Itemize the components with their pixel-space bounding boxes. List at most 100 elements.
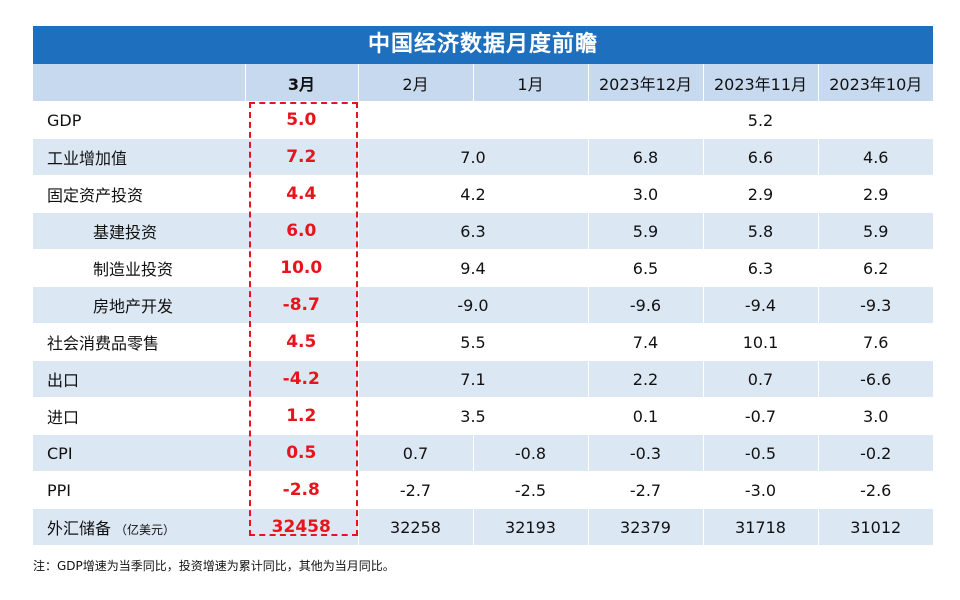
- row-label-text: 制造业投资: [93, 260, 174, 279]
- value-cell: 5.9: [587, 212, 703, 250]
- value-cell: 3.5: [357, 397, 588, 435]
- value-cell: 2.2: [587, 360, 703, 398]
- table-row: 社会消费品零售 4.5 5.5 7.4 10.1 7.6: [33, 323, 933, 361]
- value-cell: 6.2: [817, 249, 933, 287]
- current-month-value: 5.0: [245, 101, 358, 139]
- value-cell: 32379: [587, 508, 703, 545]
- row-label: 出口: [33, 360, 245, 398]
- row-unit: （亿美元）: [115, 523, 176, 537]
- row-label-text: 社会消费品零售: [47, 334, 160, 353]
- header-cell-current-month: 3月: [244, 64, 358, 102]
- value-cell: 7.1: [357, 360, 588, 398]
- current-month-value: -8.7: [245, 286, 358, 324]
- current-month-value: 6.0: [245, 212, 358, 250]
- row-label-text: GDP: [47, 110, 82, 130]
- value-cell: -2.7: [587, 471, 703, 509]
- header-cell-label: [33, 64, 245, 102]
- value-cell: -9.3: [817, 286, 933, 324]
- value-cell: -2.7: [357, 471, 473, 509]
- row-label-text: 房地产开发: [93, 297, 174, 316]
- row-label-text: CPI: [47, 443, 73, 463]
- row-label: 进口: [33, 397, 245, 435]
- value-cell: 32258: [357, 508, 473, 545]
- current-month-value: -4.2: [245, 360, 358, 398]
- row-label: 制造业投资: [33, 249, 245, 287]
- value-cell: 5.8: [702, 212, 818, 250]
- row-label: CPI: [33, 434, 245, 472]
- header-cell-month: 2023年10月: [817, 64, 933, 102]
- row-label-text: 固定资产投资: [47, 186, 144, 205]
- value-cell: -2.6: [817, 471, 933, 509]
- value-cell: -9.0: [357, 286, 588, 324]
- row-label: GDP: [33, 101, 245, 139]
- row-label: 社会消费品零售: [33, 323, 245, 361]
- value-cell: 3.0: [817, 397, 933, 435]
- value-cell: 7.0: [357, 138, 588, 176]
- value-cell: [817, 101, 933, 139]
- header-cell-month: 2023年12月: [587, 64, 703, 102]
- current-month-value: 4.5: [245, 323, 358, 361]
- table-row: 房地产开发 -8.7 -9.0 -9.6 -9.4 -9.3: [33, 286, 933, 324]
- value-cell: 9.4: [357, 249, 588, 287]
- row-label: 工业增加值: [33, 138, 245, 176]
- table-row: 外汇储备 （亿美元） 32458 32258 32193 32379 31718 31012: [33, 508, 933, 545]
- value-cell: 31012: [817, 508, 933, 545]
- table-row: 工业增加值 7.2 7.0 6.8 6.6 4.6: [33, 138, 933, 176]
- value-cell: 2.9: [817, 175, 933, 213]
- value-cell: -0.2: [817, 434, 933, 472]
- value-cell: 6.8: [587, 138, 703, 176]
- current-month-value: 4.4: [245, 175, 358, 213]
- value-cell: 0.7: [702, 360, 818, 398]
- table-row: 固定资产投资 4.4 4.2 3.0 2.9 2.9: [33, 175, 933, 213]
- row-label: 房地产开发: [33, 286, 245, 324]
- row-label: 基建投资: [33, 212, 245, 250]
- value-cell: 6.6: [702, 138, 818, 176]
- value-cell: 5.2: [702, 101, 818, 139]
- row-label-text: PPI: [47, 480, 72, 500]
- row-label: PPI: [33, 471, 245, 509]
- value-cell: -0.7: [702, 397, 818, 435]
- value-cell: 0.1: [587, 397, 703, 435]
- table-row: 出口 -4.2 7.1 2.2 0.7 -6.6: [33, 360, 933, 398]
- header-cell-month: 2月: [357, 64, 473, 102]
- table-title: 中国经济数据月度前瞻: [33, 26, 933, 64]
- value-cell: 10.1: [702, 323, 818, 361]
- current-month-value: -2.8: [245, 471, 358, 509]
- value-cell: 7.4: [587, 323, 703, 361]
- data-table-panel: 中国经济数据月度前瞻 3月 2月 1月 2023年12月 2023年11月 20…: [33, 26, 933, 545]
- value-cell: -3.0: [702, 471, 818, 509]
- value-cell: -0.3: [587, 434, 703, 472]
- current-month-value: 1.2: [245, 397, 358, 435]
- value-cell: 6.5: [587, 249, 703, 287]
- value-cell: 6.3: [702, 249, 818, 287]
- value-cell: -0.5: [702, 434, 818, 472]
- value-cell: -6.6: [817, 360, 933, 398]
- table-row: PPI -2.8 -2.7 -2.5 -2.7 -3.0 -2.6: [33, 471, 933, 509]
- value-cell: 5.5: [357, 323, 588, 361]
- value-cell: -2.5: [472, 471, 588, 509]
- row-label-text: 基建投资: [93, 223, 158, 242]
- row-label: 外汇储备 （亿美元）: [33, 508, 245, 545]
- row-label-text: 进口: [47, 408, 80, 427]
- table-row: CPI 0.5 0.7 -0.8 -0.3 -0.5 -0.2: [33, 434, 933, 472]
- table-row: 基建投资 6.0 6.3 5.9 5.8 5.9: [33, 212, 933, 250]
- table-row: 进口 1.2 3.5 0.1 -0.7 3.0: [33, 397, 933, 435]
- header-cell-month: 2023年11月: [702, 64, 818, 102]
- current-month-value: 7.2: [245, 138, 358, 176]
- header-cell-month: 1月: [472, 64, 588, 102]
- value-cell: -0.8: [472, 434, 588, 472]
- value-cell: -9.6: [587, 286, 703, 324]
- value-cell: 4.6: [817, 138, 933, 176]
- footnote: 注：GDP增速为当季同比，投资增速为累计同比，其他为当月同比。: [33, 559, 395, 573]
- row-label-text: 工业增加值: [47, 149, 128, 168]
- value-cell: 7.6: [817, 323, 933, 361]
- value-cell: 3.0: [587, 175, 703, 213]
- header-row: 3月 2月 1月 2023年12月 2023年11月 2023年10月: [33, 64, 933, 102]
- value-cell: -9.4: [702, 286, 818, 324]
- current-month-value: 10.0: [245, 249, 358, 287]
- row-label-text: 出口: [47, 371, 80, 390]
- value-cell: 32193: [472, 508, 588, 545]
- value-cell: [357, 101, 703, 139]
- value-cell: 2.9: [702, 175, 818, 213]
- table-row: 制造业投资 10.0 9.4 6.5 6.3 6.2: [33, 249, 933, 287]
